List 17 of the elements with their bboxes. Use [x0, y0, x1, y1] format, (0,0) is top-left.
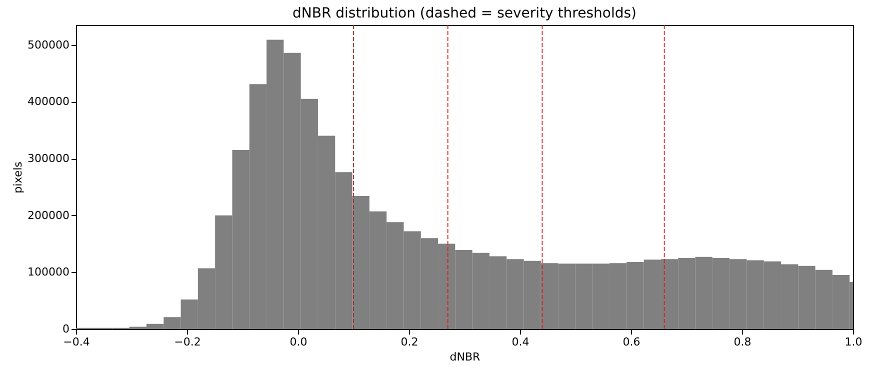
x-tick-label: −0.2 [174, 336, 201, 348]
x-axis-title: dNBR [450, 350, 481, 364]
y-tick-label: 200000 [28, 208, 70, 222]
y-tick-label: 100000 [28, 266, 70, 279]
x-tick-label: 0.6 [622, 336, 640, 348]
y-tick-label: 0 [62, 322, 70, 336]
y-tick-label: 400000 [28, 95, 70, 108]
x-tick-label: −0.4 [63, 336, 90, 348]
x-tick-label: 1.0 [844, 336, 862, 348]
x-tick-label: 0.0 [290, 336, 308, 348]
x-tick-label: 0.8 [734, 336, 752, 348]
y-axis-title: pixels [12, 161, 25, 194]
x-tick-label: 0.4 [512, 336, 530, 348]
y-tick-label: 500000 [28, 38, 70, 52]
y-tick-label: 300000 [28, 152, 70, 166]
x-tick-label: 0.2 [400, 336, 418, 348]
chart-title: dNBR distribution (dashed = severity thresholds) [292, 6, 636, 22]
